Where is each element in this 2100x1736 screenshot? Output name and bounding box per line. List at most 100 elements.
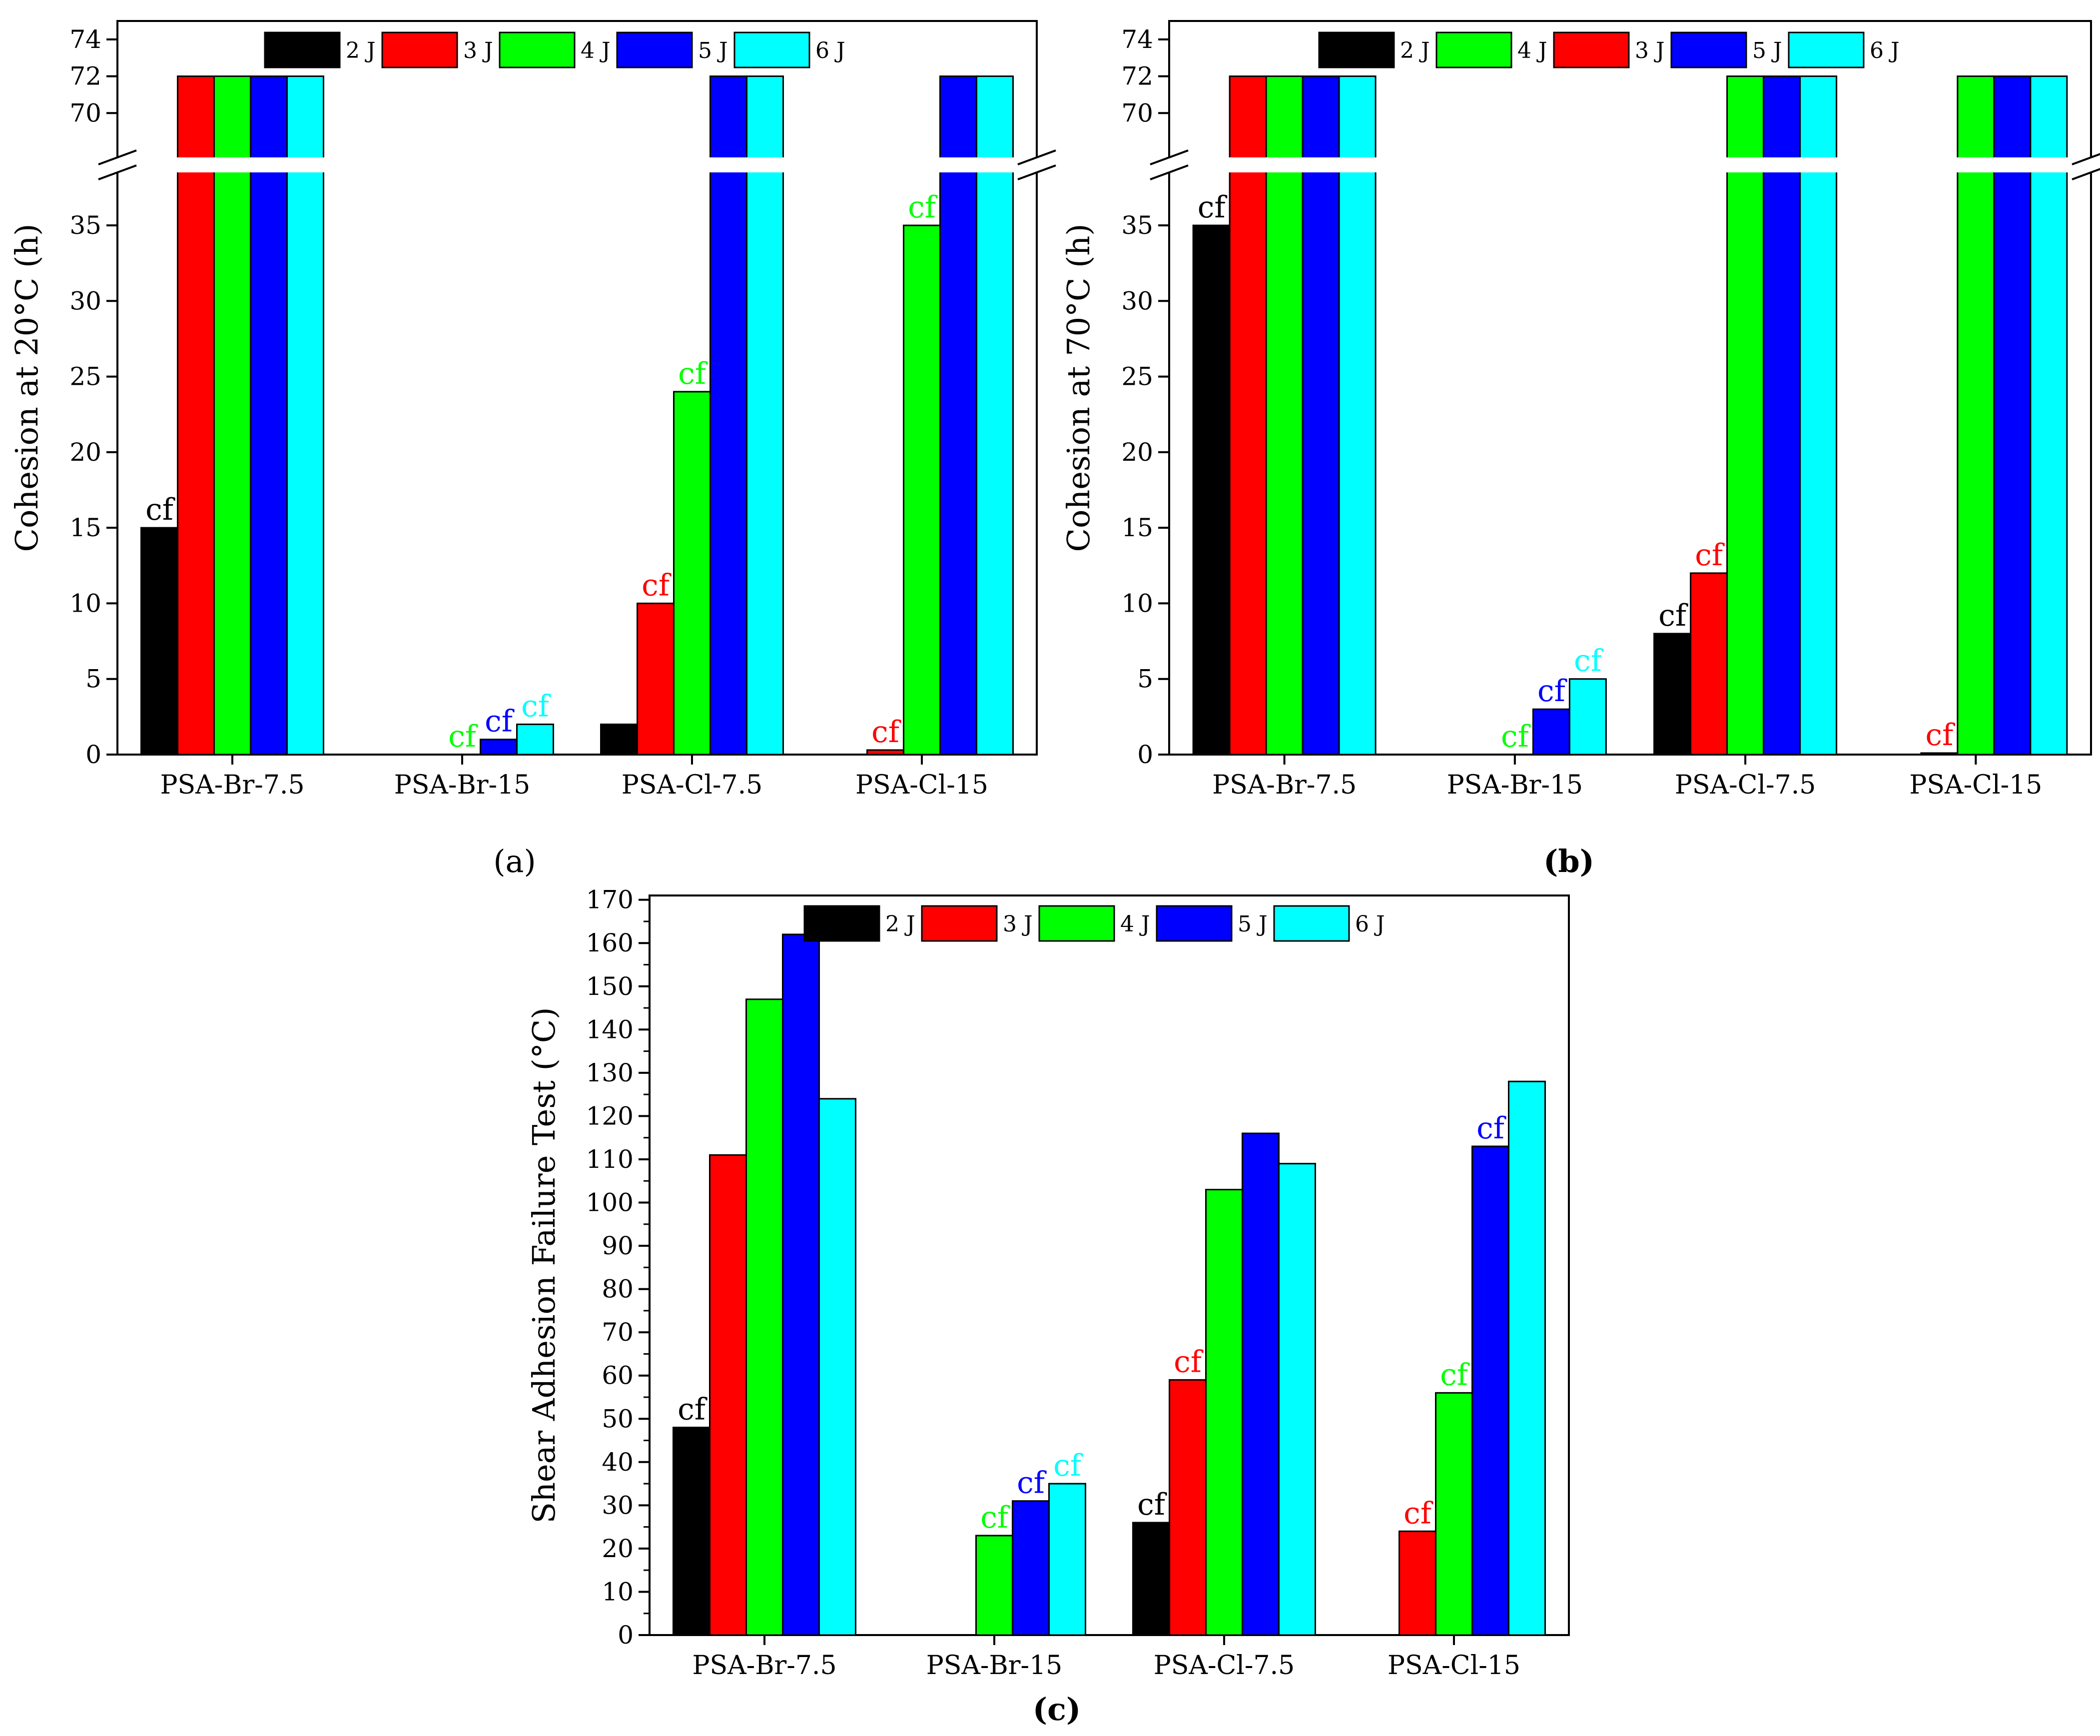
legend-label-3-j: 3 J [463,38,493,63]
legend-swatch-5-j [1156,905,1233,942]
cf-annotation-5-j-psa-br-15: cf [1017,1466,1047,1501]
bar-6-j-psa-cl-7-5 [746,75,784,756]
y-tick-label: 70 [602,1318,634,1347]
y-tick-label: 90 [602,1231,634,1260]
legend-label-3-j: 3 J [1635,38,1665,63]
chart-panel-b: 0 5 10 15 20 25 30 35 70 72 74 PSA-Br-7.5 PSA-Br-15 P… [1060,20,2100,879]
cf-annotation-5-j-psa-cl-15: cf [1476,1111,1506,1146]
y-tick-label: 74 [69,25,101,54]
x-tick-label-psa-br-15: PSA-Br-15 [926,1651,1063,1681]
cf-annotation-3-j-psa-cl-7-5: cf [1695,538,1725,573]
y-tick-label: 72 [1121,62,1153,91]
axis-break-mark [1017,149,1056,165]
cf-annotation-3-j-psa-cl-15: cf [1925,718,1955,753]
bar-2-j-psa-cl-7-5 [600,723,638,756]
y-tick-label: 5 [85,665,101,694]
y-axis-title: Shear Adhesion Failure Test (°C) [526,1007,562,1524]
y-tick-label: 70 [69,98,101,127]
bar-4-j-psa-cl-15 [1435,1392,1473,1636]
y-tick-label: 40 [602,1448,634,1477]
y-tick-label: 25 [69,362,101,391]
y-axis-title: Cohesion at 70°C (h) [1060,224,1097,552]
cf-annotation-4-j-psa-br-15: cf [980,1500,1010,1535]
y-tick-label: 0 [618,1621,634,1650]
cf-annotation-4-j-psa-cl-15: cf [1440,1357,1470,1392]
cf-annotation-2-j-psa-br-7-5: cf [678,1392,707,1427]
y-tick-label: 80 [602,1275,634,1304]
y-tick-label: 30 [1121,286,1153,315]
legend-label-2-j: 2 J [885,911,915,937]
legend-label-4-j: 4 J [581,38,611,63]
panel-label: (c) [1033,1691,1081,1728]
x-tick-label-psa-br-7-5: PSA-Br-7.5 [692,1651,836,1681]
legend-label-3-j: 3 J [1003,911,1033,937]
y-tick-label: 35 [69,211,101,240]
x-tick-label-psa-cl-7-5: PSA-Cl-7.5 [1675,770,1816,800]
bar-5-j-psa-br-7-5 [250,75,288,756]
bar-6-j-psa-br-15 [516,723,554,756]
bar-6-j-psa-br-7-5 [1338,75,1377,756]
cf-annotation-4-j-psa-cl-7-5: cf [678,356,708,391]
bar-6-j-psa-cl-7-5 [1278,1163,1316,1636]
bar-4-j-psa-br-7-5 [745,998,783,1636]
axis-break-mark [2072,153,2100,165]
legend-label-6-j: 6 J [815,38,845,63]
bar-3-j-psa-br-7-5 [177,75,215,756]
bar-6-j-psa-cl-15 [976,75,1014,756]
cf-annotation-6-j-psa-br-15: cf [521,689,551,724]
y-tick-label: 0 [85,740,101,769]
y-tick-label: 35 [1121,211,1153,240]
y-tick-label: 60 [602,1361,634,1390]
cf-annotation-2-j-psa-cl-7-5: cf [1658,598,1688,633]
bar-6-j-psa-cl-7-5 [1799,75,1838,756]
bar-5-j-psa-cl-15 [1993,75,2032,756]
legend-label-5-j: 5 J [698,38,728,63]
legend-swatch-6-j [1788,31,1865,68]
legend-swatch-5-j [1670,31,1747,68]
bar-2-j-psa-br-7-5 [673,1427,710,1636]
x-tick-label-psa-cl-15: PSA-Cl-15 [1388,1651,1520,1681]
legend-label-2-j: 2 J [1400,38,1430,63]
bar-5-j-psa-cl-15 [939,75,977,756]
y-tick-label: 130 [586,1058,634,1087]
bar-6-j-psa-br-7-5 [286,75,324,756]
y-tick-label: 10 [1121,589,1153,618]
bar-6-j-psa-br-15 [1048,1483,1086,1636]
bar-6-j-psa-br-15 [1568,678,1607,756]
bar-6-j-psa-br-7-5 [818,1098,856,1636]
y-tick-label: 0 [1137,740,1153,769]
cf-annotation-3-j-psa-cl-15: cf [1403,1496,1433,1531]
y-tick-label: 120 [586,1101,634,1130]
x-tick-label-psa-br-15: PSA-Br-15 [1447,770,1583,800]
cf-annotation-5-j-psa-br-15: cf [485,704,515,739]
bar-2-j-psa-br-7-5 [1192,224,1231,756]
legend-label-5-j: 5 J [1238,911,1268,937]
legend-swatch-4-j [499,31,576,68]
cf-annotation-2-j-psa-br-7-5: cf [1198,190,1228,225]
cf-annotation-3-j-psa-cl-7-5: cf [642,568,672,603]
bar-4-j-psa-cl-7-5 [1726,75,1765,756]
cf-annotation-6-j-psa-br-15: cf [1574,644,1604,679]
cf-annotation-3-j-psa-cl-7-5: cf [1174,1344,1204,1379]
y-tick-label: 30 [69,286,101,315]
y-tick-label: 20 [1121,438,1153,467]
bar-4-j-psa-cl-15 [1957,75,1995,756]
legend-swatch-3-j [1553,31,1630,68]
bar-2-j-psa-cl-7-5 [1132,1522,1170,1636]
axis-break-mark [1017,164,1056,180]
y-tick-label: 110 [586,1145,634,1174]
y-tick-label: 70 [1121,98,1153,127]
bar-3-j-psa-cl-7-5 [1169,1379,1207,1636]
cf-annotation-4-j-psa-cl-15: cf [908,190,938,225]
x-tick-label-psa-cl-15: PSA-Cl-15 [855,770,988,800]
bar-6-j-psa-cl-15 [2030,75,2068,756]
legend-label-4-j: 4 J [1120,911,1150,937]
y-tick-label: 160 [586,928,634,957]
cf-annotation-5-j-psa-br-15: cf [1537,674,1567,709]
legend-swatch-3-j [921,905,998,942]
y-tick-label: 10 [602,1577,634,1606]
bar-4-j-psa-br-7-5 [213,75,251,756]
bar-3-j-psa-cl-7-5 [637,602,675,756]
bar-3-j-psa-cl-15 [1399,1530,1436,1636]
